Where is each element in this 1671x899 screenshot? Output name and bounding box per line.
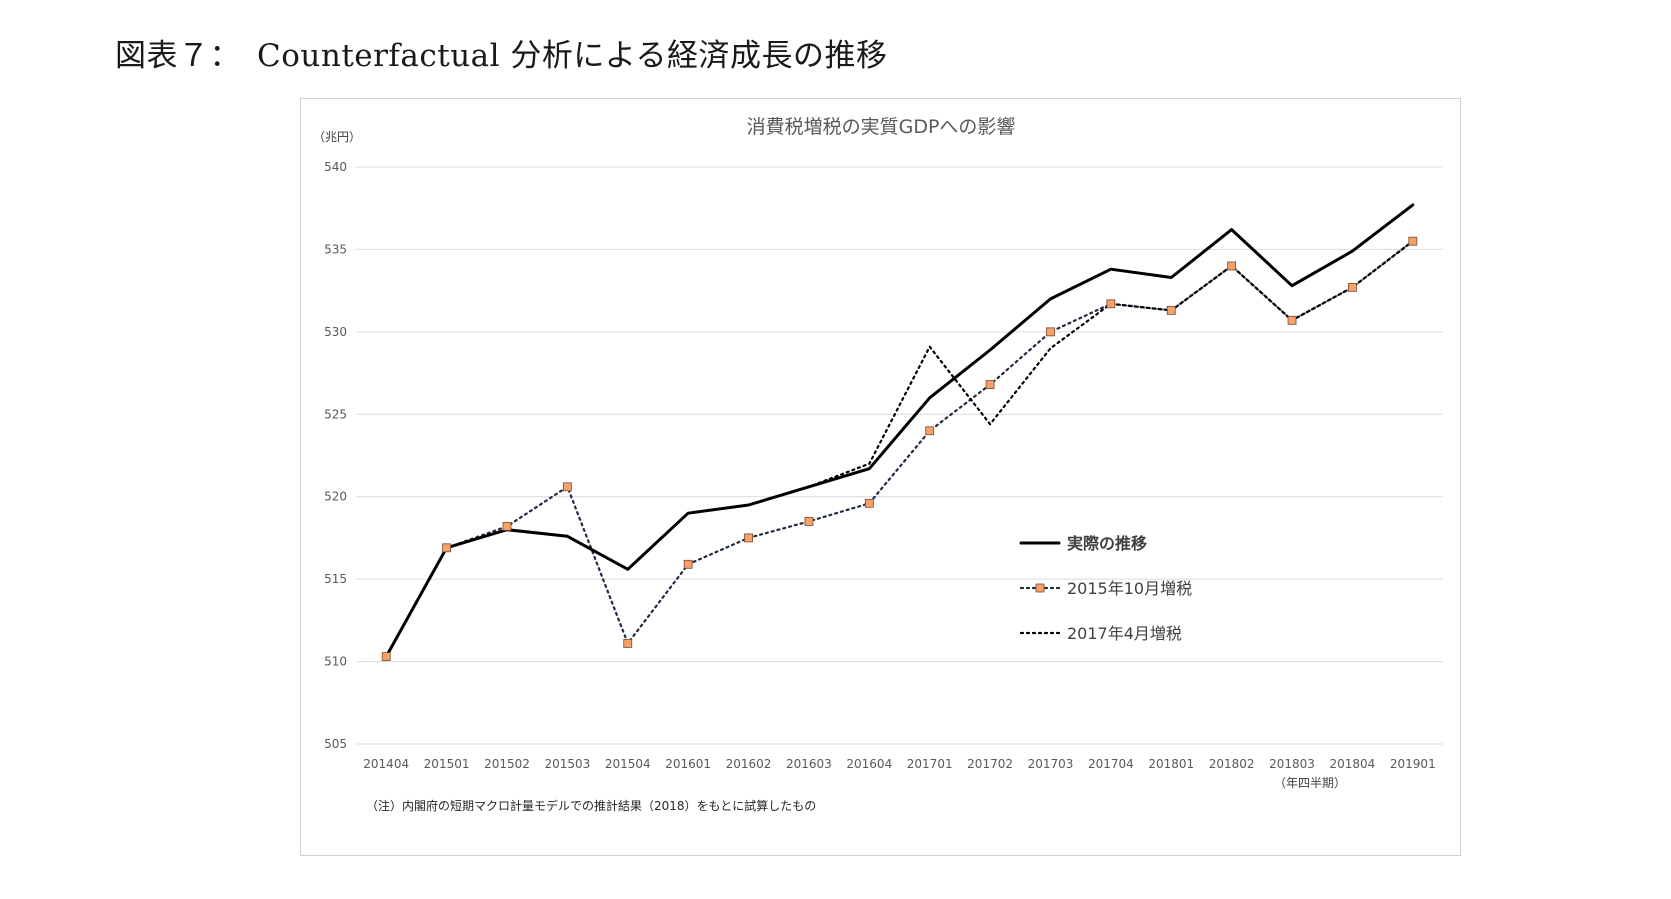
- y-tick-label-535: 535: [324, 242, 347, 256]
- y-tick-label-525: 525: [324, 407, 347, 421]
- x-tick-label-201404: 201404: [363, 757, 409, 771]
- series-lines: [381, 203, 1418, 662]
- chart-note: （注）内閣府の短期マクロ計量モデルでの推計結果（2018）をもとに試算したもの: [366, 798, 816, 813]
- series-line-0: [384, 203, 1415, 659]
- series-line-1: [385, 240, 1414, 658]
- y-tick-label-530: 530: [324, 325, 347, 339]
- x-tick-label-201604: 201604: [846, 757, 892, 771]
- x-tick-label-201804: 201804: [1330, 757, 1376, 771]
- legend-label-1: 2015年10月増税: [1067, 579, 1192, 598]
- x-tick-label-201801: 201801: [1148, 757, 1194, 771]
- x-tick-label-201601: 201601: [665, 757, 711, 771]
- grid-lines: [356, 166, 1443, 745]
- x-tick-label-201503: 201503: [544, 757, 590, 771]
- legend-label-0: 実際の推移: [1067, 534, 1147, 553]
- data-point-1-201503: [562, 482, 572, 492]
- x-tick-label-201603: 201603: [786, 757, 832, 771]
- data-point-1-201601: [683, 559, 693, 569]
- y-axis-tick-labels: 505 510 515 520 525 530 535 540: [324, 160, 347, 751]
- y-tick-label-540: 540: [324, 160, 347, 174]
- x-tick-label-201901: 201901: [1390, 757, 1436, 771]
- x-unit-label: （年四半期）: [1274, 776, 1346, 790]
- x-tick-label-201803: 201803: [1269, 757, 1315, 771]
- data-point-1-201703: [1046, 327, 1055, 337]
- x-tick-label-201504: 201504: [605, 757, 651, 771]
- series-line-2: [385, 240, 1414, 658]
- x-axis-tick-labels: 201404 201501 201502 201503 201504 201601 2016…: [363, 757, 1435, 771]
- data-point-1-201702: [985, 380, 995, 390]
- data-point-1-201801: [1166, 306, 1176, 315]
- data-point-1-201603: [804, 517, 814, 526]
- legend: 実際の推移 2015年10月増税 2017年4月増税: [1019, 534, 1192, 643]
- data-point-1-201604: [864, 498, 874, 508]
- legend-label-2: 2017年4月増税: [1067, 624, 1182, 643]
- x-tick-label-201602: 201602: [726, 757, 772, 771]
- x-tick-label-201501: 201501: [424, 757, 470, 771]
- x-tick-label-201702: 201702: [967, 757, 1013, 771]
- y-tick-label-505: 505: [324, 737, 347, 751]
- data-point-1-201404: [381, 652, 391, 662]
- data-point-1-201802: [1227, 261, 1237, 271]
- chart-title: 消費税増税の実質GDPへの影響: [747, 116, 1016, 138]
- data-point-1-201701: [925, 426, 935, 436]
- data-point-1-201803: [1287, 315, 1297, 325]
- data-point-1-201804: [1348, 282, 1357, 292]
- x-tick-label-201502: 201502: [484, 757, 530, 771]
- chart-frame: 消費税増税の実質GDPへの影響 （兆円） 505 510 515 520 525 530 5…: [300, 98, 1461, 856]
- x-tick-label-201704: 201704: [1088, 757, 1134, 771]
- line-chart: 消費税増税の実質GDPへの影響 （兆円） 5055105155205255305…: [313, 116, 1443, 813]
- data-point-1-201602: [744, 533, 753, 543]
- y-tick-label-515: 515: [324, 572, 347, 586]
- data-point-1-201504: [623, 639, 633, 648]
- x-tick-label-201802: 201802: [1209, 757, 1255, 771]
- figure-title: 図表７： Counterfactual 分析による経済成長の推移: [115, 38, 888, 74]
- data-point-1-201901: [1408, 236, 1418, 246]
- y-unit-label: （兆円）: [313, 130, 361, 144]
- x-tick-label-201701: 201701: [907, 757, 953, 771]
- data-point-1-201502: [502, 521, 512, 531]
- data-point-1-201501: [442, 543, 451, 553]
- y-tick-label-520: 520: [324, 490, 347, 504]
- y-tick-label-510: 510: [324, 655, 347, 669]
- data-point-1-201704: [1106, 299, 1116, 309]
- legend-marker-1: [1035, 583, 1045, 593]
- x-tick-label-201703: 201703: [1028, 757, 1074, 771]
